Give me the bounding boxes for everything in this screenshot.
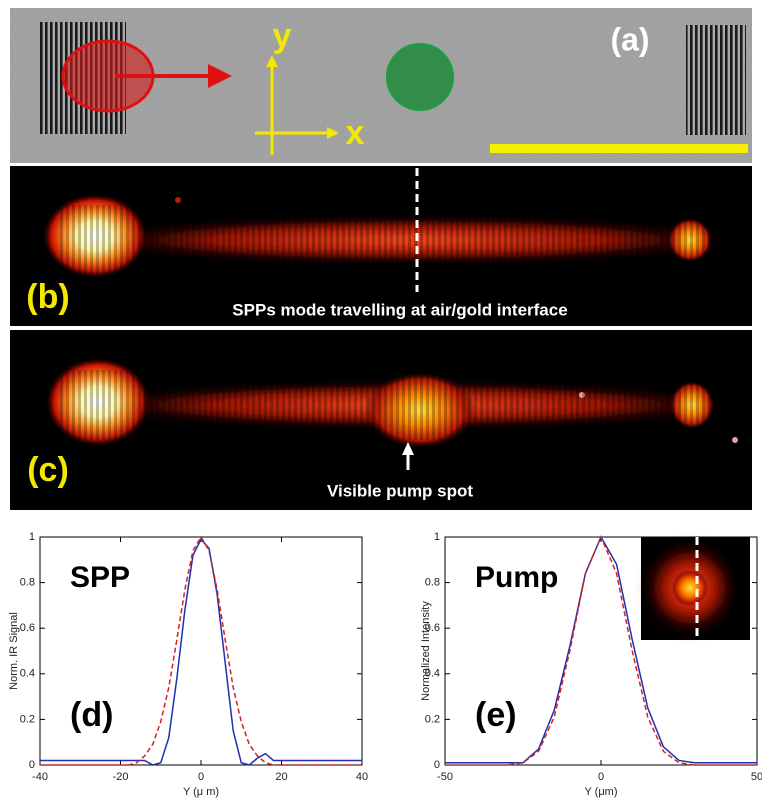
y-tick-label: 0.6 (425, 622, 440, 634)
y-tick-label: 0.6 (20, 622, 35, 634)
arrow-head (266, 55, 278, 67)
axis-label: y (273, 17, 292, 55)
y-tick-label: 0.4 (20, 668, 35, 680)
x-tick-label: -20 (113, 771, 129, 783)
x-axis-label: Y (μm) (584, 786, 617, 798)
axis-label: x (346, 114, 365, 152)
panel-c: (c) Visible pump spot (10, 330, 752, 510)
arrow-head (327, 127, 339, 139)
x-tick-label: -40 (32, 771, 48, 783)
x-axis-label: Y (μ m) (183, 786, 219, 798)
panel-label: (d) (70, 696, 113, 734)
x-tick-label: 20 (275, 771, 287, 783)
panel-label: (b) (26, 278, 69, 316)
fringes (60, 205, 730, 275)
panel-b: (b) SPPs mode travelling at air/gold int… (10, 166, 752, 326)
plot-area (39, 536, 363, 766)
caption: SPPs mode travelling at air/gold interfa… (232, 300, 567, 319)
arrow-head (208, 64, 232, 88)
y-tick-label: 1 (29, 531, 35, 543)
y-tick-label: 0 (434, 759, 440, 771)
inset-image (641, 537, 750, 640)
x-tick-label: 0 (598, 771, 604, 783)
inset-core (672, 570, 708, 606)
y-tick-label: 0.2 (425, 713, 440, 725)
y-tick-label: 0.4 (425, 668, 440, 680)
chart-title: SPP (70, 561, 130, 594)
chart-title: Pump (475, 561, 558, 594)
pump-spot (386, 43, 454, 111)
y-tick-label: 0.8 (20, 577, 35, 589)
grating-right (686, 25, 746, 135)
panel-label: (a) (610, 21, 649, 57)
y-tick-label: 0.2 (20, 713, 35, 725)
x-tick-label: 50 (751, 771, 762, 783)
fringes (60, 370, 730, 440)
y-axis-label: Norm. IR Signal (8, 612, 20, 690)
y-tick-label: 0.8 (425, 577, 440, 589)
series-line (445, 535, 757, 766)
speck (732, 437, 738, 443)
caption: Visible pump spot (327, 481, 473, 500)
y-tick-label: 0 (29, 759, 35, 771)
y-axis-label: Normalized Intensity (420, 601, 432, 701)
arrow-head (402, 442, 414, 455)
panel-label: (e) (475, 696, 517, 734)
series-line (40, 537, 362, 766)
x-tick-label: 0 (198, 771, 204, 783)
speck (175, 197, 181, 203)
scale-bar (490, 144, 748, 153)
x-tick-label: -50 (437, 771, 453, 783)
y-tick-label: 1 (434, 531, 440, 543)
x-tick-label: 40 (356, 771, 368, 783)
series-line (40, 535, 362, 766)
panel-label: (c) (27, 451, 69, 489)
panel-a: y x (a) (10, 8, 752, 163)
